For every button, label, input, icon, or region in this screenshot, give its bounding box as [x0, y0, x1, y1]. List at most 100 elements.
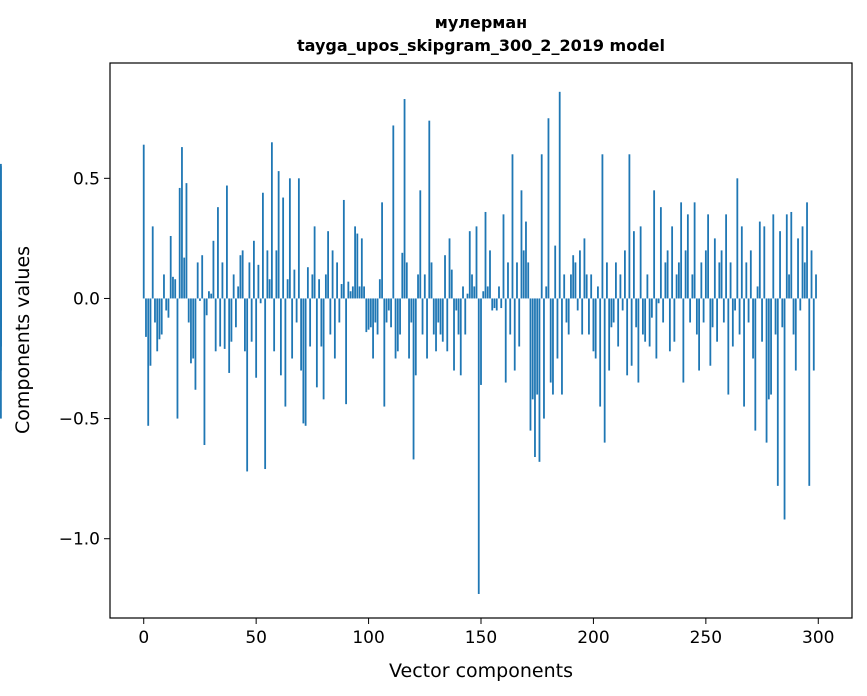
bar-186: [561, 298, 563, 395]
bar-238: [677, 262, 680, 299]
bar-95: [356, 233, 359, 299]
bar-152: [484, 211, 487, 299]
bar-151: [482, 291, 485, 299]
bar-92: [349, 291, 352, 299]
bar-182: [552, 298, 554, 395]
bar-80: [322, 298, 325, 400]
bar-224: [646, 274, 649, 299]
bar-22: [192, 298, 195, 359]
bar-102: [372, 298, 374, 359]
bar-200: [592, 298, 595, 352]
bar-108: [385, 298, 388, 323]
bar-257: [720, 250, 723, 299]
bar-93: [351, 286, 354, 299]
bar-72: [304, 298, 307, 426]
bar-33: [217, 207, 219, 299]
bar-53: [262, 192, 264, 299]
bar-90: [345, 298, 347, 405]
bar-13: [172, 276, 174, 299]
bar-47: [248, 262, 251, 299]
bar-81: [324, 274, 327, 299]
bar-114: [399, 298, 401, 335]
bar-111: [392, 125, 395, 299]
bar-217: [630, 298, 633, 366]
bar-263: [734, 298, 736, 311]
bar-62: [282, 197, 285, 299]
bar-56: [268, 279, 271, 299]
bar-235: [671, 226, 674, 299]
bar-249: [702, 298, 705, 323]
bar-94: [354, 226, 356, 299]
bar-39: [230, 298, 233, 342]
bar-undefined: [0, 298, 2, 419]
bar-84: [331, 250, 334, 299]
y-tick-label: −0.5: [59, 410, 100, 430]
bar-233: [666, 250, 669, 299]
bar-290: [794, 298, 797, 371]
bar-213: [621, 298, 624, 311]
bar-243: [689, 298, 692, 323]
bar-87: [338, 298, 341, 323]
bar-133: [441, 298, 444, 342]
bar-136: [448, 238, 451, 299]
bar-105: [378, 279, 381, 299]
bar-137: [450, 269, 453, 299]
bar-139: [455, 298, 458, 311]
bar-113: [396, 298, 399, 352]
x-axis-label: Vector components: [389, 660, 573, 682]
bar-76: [313, 226, 316, 299]
chart-title: мулерман: [435, 13, 527, 32]
bar-65: [288, 178, 291, 299]
bar-1: [145, 298, 147, 337]
bar-203: [599, 298, 602, 407]
bar-157: [495, 298, 498, 311]
bar-295: [806, 202, 808, 299]
bar-129: [432, 298, 435, 335]
bar-14: [174, 279, 177, 299]
bar-31: [212, 240, 215, 299]
bar-112: [394, 298, 397, 359]
bar-225: [648, 298, 651, 347]
bar-121: [414, 298, 417, 376]
x-tick-label: 0: [138, 628, 149, 648]
bar-264: [736, 178, 739, 299]
bar-34: [219, 298, 222, 347]
y-tick-label: 0.5: [73, 169, 100, 189]
bar-117: [405, 262, 408, 299]
bar-26: [201, 255, 204, 299]
bar-79: [320, 298, 323, 347]
bar-185: [558, 91, 561, 299]
bar-265: [738, 298, 741, 335]
bar-153: [486, 286, 489, 299]
bar-189: [567, 298, 570, 335]
bar-231: [662, 298, 665, 323]
bar-183: [554, 245, 557, 299]
bar-70: [300, 298, 303, 371]
bar-77: [315, 298, 318, 388]
bar-179: [545, 286, 548, 299]
bar-266: [740, 226, 743, 299]
bar-142: [462, 286, 464, 299]
bar-190: [570, 274, 572, 299]
bar-166: [516, 262, 518, 299]
bar-103: [374, 298, 377, 323]
y-tick-label: 0.0: [73, 289, 100, 309]
bar-5: [154, 298, 156, 323]
bar-288: [790, 211, 793, 299]
bar-3: [149, 298, 152, 366]
bar-25: [199, 298, 201, 301]
bar-289: [792, 298, 795, 335]
bar-230: [659, 207, 662, 299]
bar-262: [731, 298, 734, 347]
bar-99: [365, 298, 368, 333]
bar-59: [275, 250, 278, 299]
bar-234: [668, 298, 671, 352]
bar-188: [565, 298, 568, 323]
bar-285: [783, 298, 786, 520]
x-tick-label: 150: [465, 628, 497, 648]
bar-196: [583, 238, 586, 299]
bar-120: [412, 298, 415, 460]
bar-229: [657, 298, 660, 304]
bar-256: [718, 262, 721, 299]
bar-219: [635, 298, 638, 328]
